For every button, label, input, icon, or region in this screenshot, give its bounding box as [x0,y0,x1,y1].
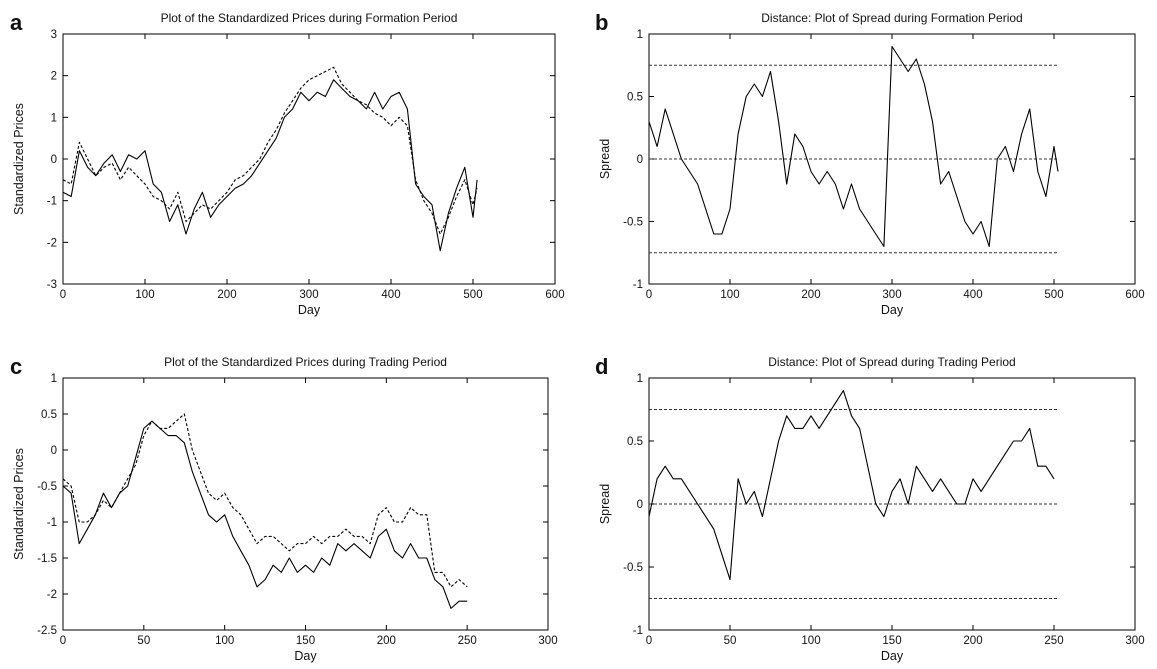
y-tick-label: -0.5 [623,217,643,229]
panel-a: a Plot of the Standardized Prices during … [10,10,565,317]
y-tick-label: -0.5 [623,562,643,574]
x-tick-label: 200 [377,635,396,647]
x-tick-label: 600 [545,289,564,301]
y-tick-label: 3 [51,29,57,41]
x-tick-label: 500 [1044,289,1063,301]
y-tick-label: -0.5 [37,481,57,493]
x-tick-label: 0 [60,635,66,647]
y-tick-label: -3 [47,279,57,291]
x-tick-label: 600 [1125,289,1144,301]
x-tick-label: 300 [882,289,901,301]
plot-frame [62,377,549,631]
x-tick-label: 400 [963,289,982,301]
y-tick-label: -1.5 [37,553,57,565]
x-tick-label: 200 [801,289,820,301]
panel-c: c Plot of the Standardized Prices during … [10,354,558,663]
y-tick-label: 0.5 [627,92,643,104]
y-tick-label: 0 [51,445,57,457]
chart-title: Plot of the Standardized Prices during F… [161,11,458,25]
x-tick-label: 200 [963,635,982,647]
x-axis-label: Day [881,649,904,663]
y-tick-label: 0 [51,154,57,166]
y-axis-label: Standardized Prices [12,103,26,215]
x-axis-label: Day [881,303,904,317]
y-tick-label: -2 [47,589,57,601]
y-tick-label: 1 [51,112,57,124]
x-tick-label: 300 [1125,635,1144,647]
x-tick-label: 250 [458,635,477,647]
x-tick-label: 0 [646,289,652,301]
panel-d: d Distance: Plot of Spread during Trading… [595,354,1145,663]
panel-letter: b [595,10,608,35]
y-tick-label: -1 [633,625,643,637]
y-tick-label: 1 [51,373,57,385]
y-tick-label: -1 [47,196,57,208]
y-axis-label: Spread [598,139,612,179]
y-axis-label: Standardized Prices [12,448,26,560]
series-line-dashed [62,413,468,588]
x-tick-label: 300 [299,289,318,301]
y-tick-label: -2.5 [37,625,57,637]
x-tick-label: 0 [60,289,66,301]
x-tick-label: 100 [801,635,820,647]
y-tick-label: 0.5 [41,409,57,421]
y-tick-label: 2 [51,71,57,83]
x-tick-label: 150 [882,635,901,647]
series-line-solid [648,45,1059,248]
y-tick-label: 0 [637,154,643,166]
x-tick-label: 250 [1044,635,1063,647]
x-tick-label: 150 [296,635,315,647]
series-line-solid [62,420,468,609]
x-tick-label: 400 [381,289,400,301]
x-tick-label: 50 [724,635,737,647]
x-tick-label: 50 [137,635,150,647]
panel-letter: c [10,354,22,379]
chart-title: Plot of the Standardized Prices during T… [164,355,447,369]
chart-title: Distance: Plot of Spread during Trading … [768,355,1015,369]
y-tick-label: 1 [637,29,643,41]
y-tick-label: 1 [637,373,643,385]
y-tick-label: -2 [47,237,57,249]
x-tick-label: 200 [217,289,236,301]
x-tick-label: 0 [646,635,652,647]
y-tick-label: -1 [47,517,57,529]
panel-b: b Distance: Plot of Spread during Formati… [595,10,1145,317]
x-axis-label: Day [294,649,317,663]
y-axis-label: Spread [598,484,612,524]
panel-letter: a [10,10,23,35]
y-tick-label: 0 [637,499,643,511]
x-tick-label: 500 [463,289,482,301]
series-line-solid [62,79,478,252]
y-tick-label: 0.5 [627,436,643,448]
chart-title: Distance: Plot of Spread during Formatio… [761,11,1022,25]
x-tick-label: 100 [720,289,739,301]
series-line-dashed [62,66,478,235]
x-tick-label: 300 [538,635,557,647]
x-tick-label: 100 [135,289,154,301]
y-tick-label: -1 [633,279,643,291]
x-axis-label: Day [298,303,321,317]
panel-letter: d [595,354,608,379]
series-line-solid [648,390,1055,581]
x-tick-label: 100 [215,635,234,647]
